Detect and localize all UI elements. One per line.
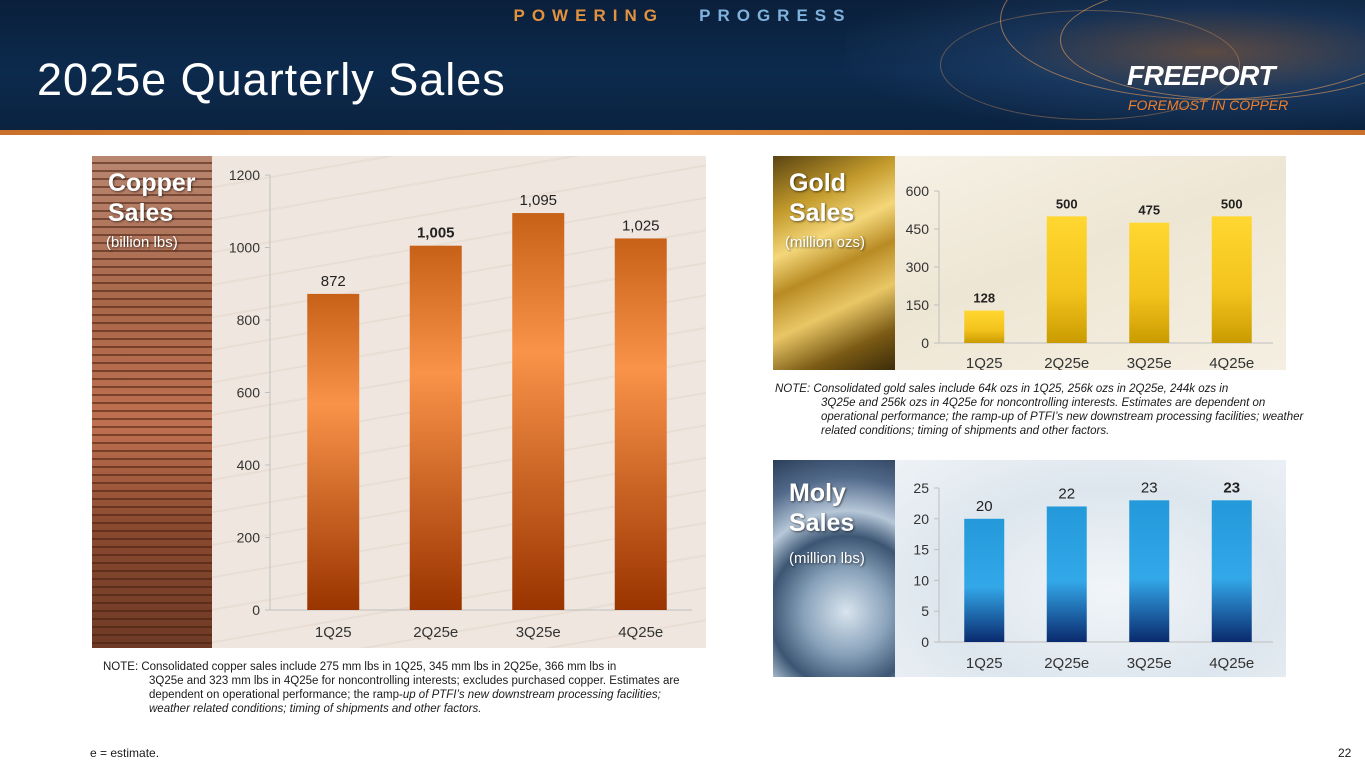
bar-1Q25 (964, 518, 1005, 642)
y-tick-label: 10 (913, 572, 929, 588)
copper-cathodes-image (92, 156, 212, 648)
estimate-footnote: e = estimate. (90, 746, 160, 760)
tagline-part2: PROGRESS (699, 6, 852, 25)
x-tick-label: 3Q25e (1127, 355, 1172, 370)
y-tick-label: 300 (906, 259, 930, 275)
y-tick-label: 20 (913, 511, 929, 527)
bar-4Q25e (1211, 216, 1252, 343)
bar-3Q25e (512, 213, 565, 610)
moly-machinery-image (773, 460, 895, 677)
banner-arc (940, 10, 1240, 120)
brand-tagline: FOREMOST IN COPPER (1128, 97, 1289, 113)
y-tick-label: 1200 (229, 167, 260, 183)
gold-unit-label: (million ozs) (785, 234, 866, 251)
moly-sales-panel: Moly Sales (million lbs) 0 5 10 15 20 25 20 1Q2… (773, 460, 1286, 677)
data-label: 23 (1141, 479, 1158, 496)
x-tick-label: 4Q25e (618, 624, 663, 641)
x-tick-label: 2Q25e (1044, 355, 1089, 370)
moly-unit-label: (million lbs) (789, 550, 865, 567)
data-label: 22 (1058, 485, 1075, 502)
gold-note: NOTE: Consolidated gold sales include 64… (775, 382, 1315, 438)
x-tick-label: 1Q25 (966, 655, 1003, 672)
x-tick-label: 3Q25e (1127, 655, 1172, 672)
x-tick-label: 1Q25 (966, 355, 1003, 370)
x-tick-label: 1Q25 (315, 624, 352, 641)
bar-3Q25e (1129, 500, 1170, 642)
data-label: 1,095 (519, 192, 557, 209)
copper-note-text-a: 3Q25e and 323 mm lbs in 4Q25e for noncon… (149, 675, 680, 701)
copper-sales-panel: Copper Sales (billion lbs) 0 200 400 600 800… (92, 156, 706, 648)
y-tick-label: 1000 (229, 240, 260, 256)
copper-note-text-b: up of PTFI’s new downstream processing f… (149, 689, 661, 715)
moly-title-line1: Moly (789, 479, 846, 507)
header-rule (0, 130, 1365, 135)
copper-note-first-line: NOTE: Consolidated copper sales include … (103, 661, 617, 673)
gold-sales-panel: Gold Sales (million ozs) 0 150 300 450 600 12… (773, 156, 1286, 370)
y-tick-label: 0 (252, 602, 260, 618)
data-label: 500 (1056, 196, 1078, 211)
bar-2Q25e (409, 245, 462, 610)
page-title: 2025e Quarterly Sales (37, 54, 506, 105)
bar-1Q25 (964, 310, 1005, 343)
y-tick-label: 15 (913, 542, 929, 558)
page-number: 22 (1338, 746, 1352, 760)
y-tick-label: 0 (921, 634, 929, 650)
data-label: 20 (976, 498, 993, 515)
data-label: 128 (973, 291, 995, 306)
tagline: POWERING PROGRESS (0, 6, 1365, 26)
copper-panel-title: Copper Sales (108, 168, 196, 228)
x-tick-label: 2Q25e (413, 624, 458, 641)
y-tick-label: 600 (906, 183, 930, 199)
copper-title-line1: Copper (108, 169, 196, 197)
y-tick-label: 25 (913, 480, 929, 496)
bar-1Q25 (307, 293, 360, 610)
gold-panel-title: Gold Sales (789, 168, 854, 228)
bar-3Q25e (1129, 222, 1170, 343)
tagline-part1: POWERING (513, 6, 664, 25)
copper-note-continuation: 3Q25e and 323 mm lbs in 4Q25e for noncon… (103, 674, 703, 716)
y-tick-label: 450 (906, 221, 930, 237)
y-tick-label: 0 (921, 335, 929, 351)
data-label: 1,005 (417, 225, 455, 242)
gold-note-first-line: NOTE: Consolidated gold sales include 64… (775, 383, 1229, 395)
x-tick-label: 2Q25e (1044, 655, 1089, 672)
data-label: 475 (1138, 203, 1160, 218)
moly-panel-title: Moly Sales (789, 478, 854, 538)
gold-title-line1: Gold (789, 169, 846, 197)
brand-logo: FREEPORT (1127, 60, 1275, 91)
x-tick-label: 3Q25e (516, 624, 561, 641)
bar-4Q25e (1211, 500, 1252, 642)
moly-title-line2: Sales (789, 509, 855, 537)
data-label: 23 (1223, 479, 1240, 496)
bar-2Q25e (1046, 216, 1087, 343)
x-tick-label: 4Q25e (1209, 655, 1254, 672)
header-banner: POWERING PROGRESS 2025e Quarterly Sales … (0, 0, 1365, 130)
copper-unit-label: (billion lbs) (106, 234, 178, 251)
y-tick-label: 200 (237, 530, 261, 546)
data-label: 1,025 (622, 217, 660, 234)
copper-bar-chart: 0 200 400 600 800 1000 1200 872 1Q25 1,005 2Q25e 1,… (229, 167, 692, 641)
y-tick-label: 600 (237, 385, 261, 401)
y-tick-label: 5 (921, 603, 929, 619)
x-tick-label: 4Q25e (1209, 355, 1254, 370)
gold-title-line2: Sales (789, 199, 855, 227)
moly-bar-chart: 0 5 10 15 20 25 20 1Q25 22 2Q25e 23 3Q25e 23 4Q25e (913, 479, 1273, 672)
gold-bar-chart: 0 150 300 450 600 128 1Q25 500 2Q25e 475 3Q25e 500 4… (906, 183, 1273, 370)
bar-4Q25e (614, 238, 667, 610)
copper-note: NOTE: Consolidated copper sales include … (103, 660, 703, 716)
y-tick-label: 150 (906, 297, 930, 313)
y-tick-label: 400 (237, 457, 261, 473)
y-tick-label: 800 (237, 312, 261, 328)
copper-title-line2: Sales (108, 199, 174, 227)
data-label: 500 (1221, 196, 1243, 211)
gold-note-continuation: 3Q25e and 256k ozs in 4Q25e for noncontr… (821, 397, 1304, 437)
bar-2Q25e (1046, 506, 1087, 642)
gold-bars-image (773, 156, 895, 370)
data-label: 872 (321, 273, 346, 290)
